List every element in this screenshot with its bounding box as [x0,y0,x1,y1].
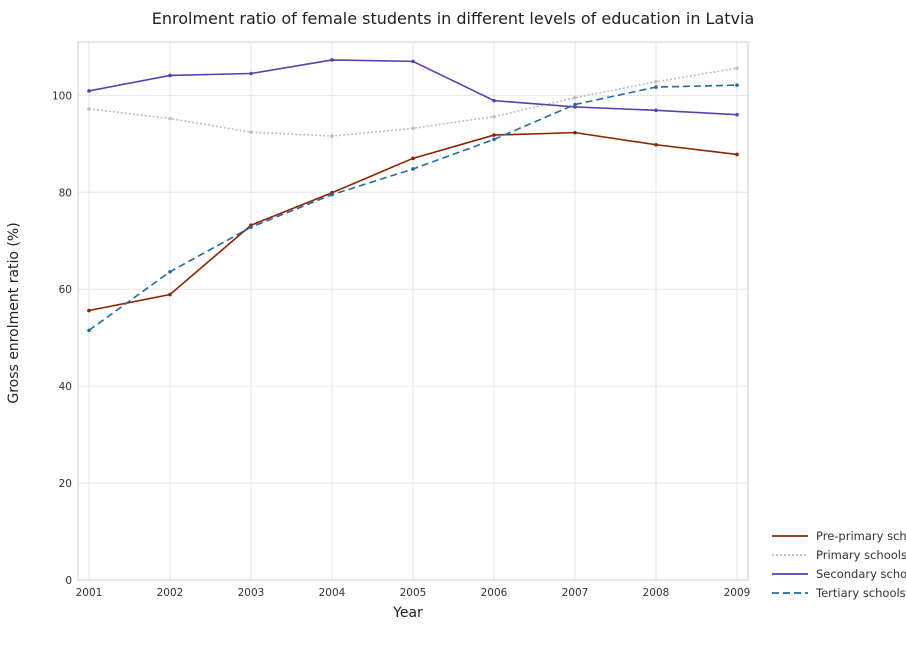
data-point [735,112,739,117]
data-point [735,152,739,157]
legend-item: Pre-primary schools [772,529,906,543]
legend-item: Tertiary schools [772,586,906,600]
y-tick-label: 20 [59,478,72,490]
data-point [654,85,658,89]
data-point [87,328,91,333]
data-point [654,79,658,84]
y-axis-ticks: 0 20 40 60 80 100 [52,90,72,587]
data-point [654,142,658,147]
x-axis-label: Year [392,605,423,621]
data-point [573,95,577,100]
y-axis-label: Gross enrolment ratio (%) [6,222,22,403]
y-tick-label: 100 [52,90,72,102]
series-line [88,67,738,137]
data-point [330,134,334,138]
legend-label: Tertiary schools [815,586,906,600]
data-point [87,107,91,111]
legend: Pre-primary schools Primary schools Second… [772,529,906,600]
data-point [87,308,91,313]
data-point [492,133,496,137]
data-point [411,126,415,131]
data-point [249,130,253,134]
data-point [411,59,415,64]
series-layer [87,58,739,333]
legend-label: Primary schools [816,548,906,562]
series-primary-schools [87,66,739,138]
data-point [168,292,172,297]
x-tick-label: 2002 [157,587,184,599]
x-tick-label: 2007 [562,587,589,599]
data-point [411,167,415,171]
x-tick-label: 2009 [724,587,751,599]
y-tick-label: 80 [59,187,72,199]
legend-item: Primary schools [772,548,906,562]
data-point [168,73,172,78]
data-point [87,89,91,93]
data-point [330,192,334,197]
y-tick-label: 40 [59,381,72,393]
data-point [735,83,739,87]
y-tick-label: 0 [65,575,72,587]
data-point [735,66,739,70]
y-tick-label: 60 [59,284,72,296]
x-tick-label: 2006 [481,587,508,599]
data-point [492,137,496,142]
data-point [249,225,253,229]
grid-lines [78,42,748,581]
series-tertiary-schools [87,83,739,333]
data-point [168,116,172,121]
data-point [411,156,415,161]
x-tick-label: 2001 [76,587,103,599]
x-tick-label: 2005 [400,587,427,599]
legend-label: Secondary schools [816,567,906,581]
x-tick-label: 2004 [319,587,346,599]
chart-title: Enrolment ratio of female students in di… [152,9,755,28]
plot-area [77,41,749,581]
data-point [654,108,658,113]
data-point [492,98,496,103]
data-point [168,269,172,274]
data-point [573,130,577,135]
x-tick-label: 2003 [238,587,265,599]
series-secondary-schools [87,58,739,117]
legend-item: Secondary schools [772,567,906,581]
data-point [330,58,334,62]
x-tick-label: 2008 [643,587,670,599]
data-point [492,114,496,119]
data-point [249,71,253,76]
legend-label: Pre-primary schools [816,529,906,543]
data-point [573,102,577,107]
x-axis-ticks: 2001 2002 2003 2004 2005 2006 2007 2008 2009 [76,587,751,599]
